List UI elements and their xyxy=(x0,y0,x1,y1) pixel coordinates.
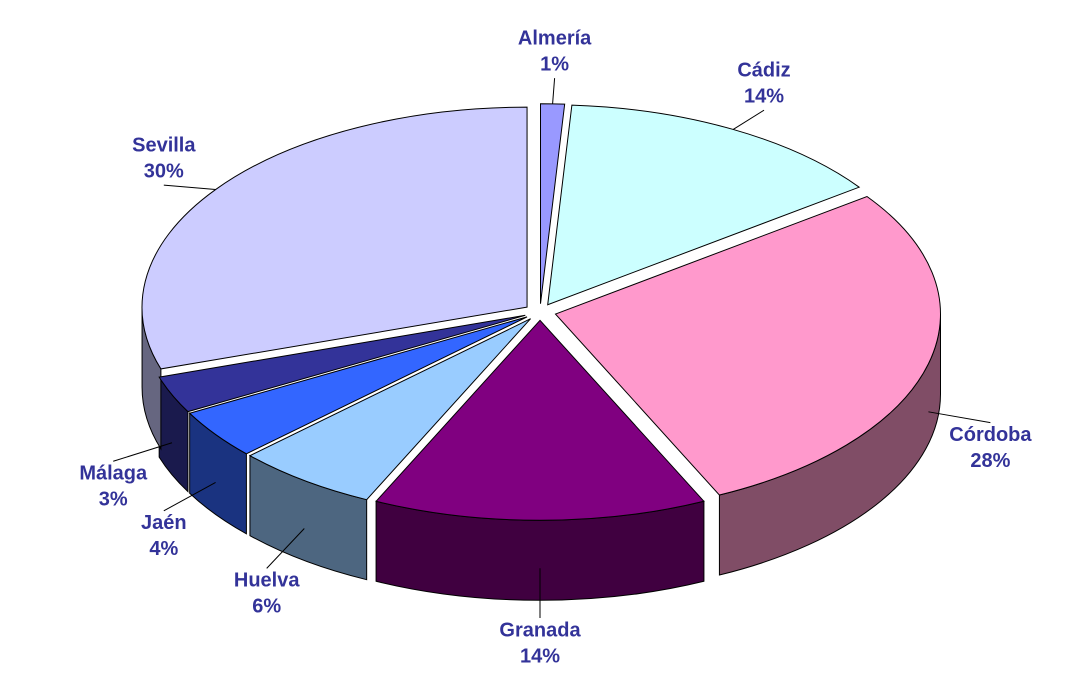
leader-line xyxy=(732,109,765,130)
slice-label: Sevilla xyxy=(132,134,196,156)
slice xyxy=(375,319,705,521)
slice-label: Granada xyxy=(499,619,581,641)
labels: Almería 1% Cádiz 14% Córdoba 28% Granada 14% Hue… xyxy=(79,27,1032,667)
leader-line xyxy=(113,442,173,462)
slice-label: Cádiz xyxy=(737,59,790,81)
slice-label: Córdoba xyxy=(949,424,1032,446)
slice xyxy=(554,195,941,496)
slice-value-label: 14% xyxy=(520,645,560,667)
slice-value-label: 4% xyxy=(149,538,178,560)
slice xyxy=(141,106,528,370)
slice-value-label: 1% xyxy=(540,53,569,75)
slice-label: Málaga xyxy=(79,463,148,485)
slice-value-label: 28% xyxy=(970,450,1010,472)
slice-value-label: 30% xyxy=(144,160,184,182)
slice xyxy=(158,314,526,413)
slice-label: Almería xyxy=(518,27,592,49)
leader-line xyxy=(552,78,556,104)
leader-line xyxy=(163,482,216,512)
slice-label: Jaén xyxy=(141,512,187,534)
sides xyxy=(141,307,941,601)
slice-value-label: 6% xyxy=(252,596,281,618)
slice-value-label: 14% xyxy=(744,85,784,107)
slice-value-label: 3% xyxy=(99,489,128,511)
leader-line xyxy=(163,184,216,191)
slice xyxy=(248,318,531,501)
slice xyxy=(188,316,528,455)
slice xyxy=(547,104,861,306)
leader-line xyxy=(928,411,991,424)
tops xyxy=(141,103,941,521)
leader-line xyxy=(266,528,305,569)
slice-label: Huelva xyxy=(234,570,300,592)
